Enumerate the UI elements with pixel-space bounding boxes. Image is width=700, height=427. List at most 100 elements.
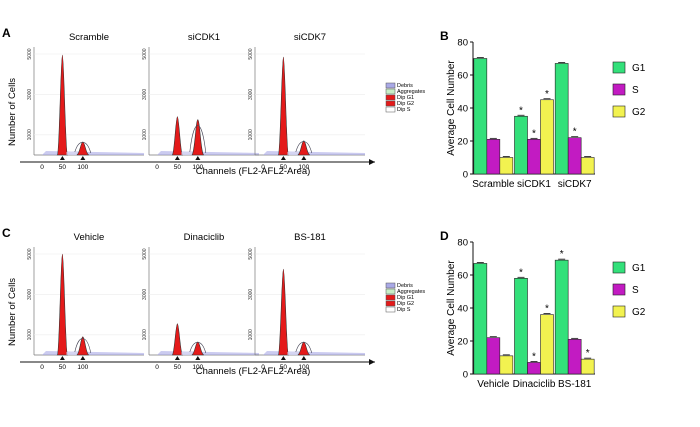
g1-peak (171, 116, 184, 156)
histogram-x-tick: 50 (280, 364, 288, 371)
legend-swatch (612, 105, 626, 118)
histogram-x-tick: 50 (174, 364, 182, 371)
y-axis-label: Average Cell Number (446, 260, 457, 356)
significance-star: * (532, 128, 536, 139)
legend-swatch (385, 100, 396, 107)
x-axis-label: Channels (FL2-AFL2-Area) (196, 166, 311, 177)
legend-label: Dip S (397, 307, 411, 313)
histogram-3: siCDK7 1000 3000 5000 0 50 100 (248, 32, 365, 171)
fit-outline (295, 341, 313, 354)
histogram-x-tick: 50 (59, 164, 67, 171)
histogram-y-tick: 1000 (142, 329, 148, 340)
bar-s-scramble (486, 139, 501, 175)
histogram-y-tick: 5000 (248, 248, 254, 259)
bar-s-sicdk1 (527, 139, 541, 175)
histogram-x-tick: 0 (261, 164, 265, 171)
panel-d-bar-chart: D Average Cell Number 0 20 40 60 80 Vehicle Dina… (440, 229, 646, 390)
histogram-x-tick: 100 (192, 364, 203, 371)
y-tick-label: 20 (457, 137, 468, 148)
panel-letter: A (2, 26, 11, 40)
bar-s-sicdk7 (567, 137, 582, 175)
histogram-2: Dinaciclib 1000 3000 5000 0 50 100 (142, 232, 259, 371)
y-tick-label: 20 (457, 337, 468, 348)
histogram-y-tick: 5000 (142, 48, 148, 59)
legend-swatch (385, 300, 396, 307)
histogram-x-tick: 100 (298, 164, 309, 171)
g2-peak (76, 141, 89, 156)
fit-outline (74, 141, 92, 154)
g1-peak (171, 323, 184, 356)
y-tick-label: 80 (457, 38, 468, 49)
category-label: siCDK7 (558, 179, 592, 190)
category-label: BS-181 (558, 379, 592, 390)
legend-label: Aggregates (397, 289, 425, 295)
significance-star: * (519, 105, 523, 116)
histogram-y-tick: 5000 (27, 48, 33, 59)
histogram-x-tick: 100 (298, 364, 309, 371)
bar-g2-sicdk1 (540, 99, 554, 175)
significance-star: * (545, 304, 549, 315)
histogram-y-tick: 5000 (248, 48, 254, 59)
y-tick-label: 80 (457, 238, 468, 249)
legend-swatch (385, 288, 396, 295)
significance-star: * (545, 89, 549, 100)
g1-peak (277, 56, 290, 156)
peak-marker (80, 356, 86, 360)
legend-swatch (385, 88, 396, 95)
g2-peak (191, 119, 205, 156)
legend-label: Dip G1 (397, 295, 414, 301)
histogram-1: Scramble 1000 3000 5000 0 50 100 (27, 32, 144, 171)
histogram-y-tick: 5000 (27, 248, 33, 259)
histogram-y-tick: 1000 (27, 329, 33, 340)
bar-g2-scramble (499, 157, 514, 175)
legend-swatch (612, 283, 626, 296)
legend-swatch (385, 294, 396, 301)
g2-peak (76, 336, 90, 356)
legend-label: G2 (632, 107, 646, 118)
g2-peak (191, 341, 204, 356)
g1-peak (56, 253, 69, 356)
legend-swatch (612, 83, 626, 96)
histogram-y-tick: 1000 (248, 329, 254, 340)
category-label: Vehicle (477, 379, 510, 390)
debris-fill (42, 351, 144, 355)
histogram-y-tick: 1000 (248, 129, 254, 140)
histogram-title: siCDK1 (188, 32, 220, 43)
significance-star: * (519, 267, 523, 278)
bar-legend: G1 S G2 (612, 61, 646, 118)
legend-label: Dip G2 (397, 101, 414, 107)
histogram-y-tick: 1000 (142, 129, 148, 140)
y-tick-label: 40 (457, 304, 468, 315)
histogram-3: BS-181 1000 3000 5000 0 50 100 (248, 232, 365, 371)
x-axis-arrow (369, 159, 375, 165)
category-label: Scramble (472, 179, 515, 190)
legend-swatch (612, 305, 626, 318)
y-axis-label: Average Cell Number (446, 60, 457, 156)
peak-marker (195, 156, 201, 160)
legend-swatch (385, 306, 396, 313)
category-label: Dinaciclib (513, 379, 556, 390)
legend-label: S (632, 85, 639, 96)
bar-g1-sicdk1 (514, 115, 528, 175)
histogram-title: Scramble (69, 32, 109, 43)
bar-legend: G1 S G2 (612, 261, 646, 318)
legend-label: Debris (397, 83, 413, 89)
histogram-x-tick: 0 (155, 164, 159, 171)
legend-label: G1 (632, 63, 646, 74)
legend-label: Dip G1 (397, 95, 414, 101)
debris-fill (42, 151, 144, 155)
legend-swatch (385, 282, 396, 289)
histogram-1: Vehicle 1000 3000 5000 0 50 100 (27, 232, 144, 371)
histogram-x-tick: 0 (40, 164, 44, 171)
debris-fill (157, 351, 259, 355)
fit-outline (295, 141, 313, 154)
y-axis-label: Number of Cells (7, 278, 18, 346)
peak-marker (174, 156, 180, 160)
bar-g1-vehicle (473, 263, 488, 375)
fit-outline (74, 338, 92, 354)
histogram-x-tick: 0 (261, 364, 265, 371)
histogram-2: siCDK1 1000 3000 5000 0 50 100 (142, 32, 259, 171)
